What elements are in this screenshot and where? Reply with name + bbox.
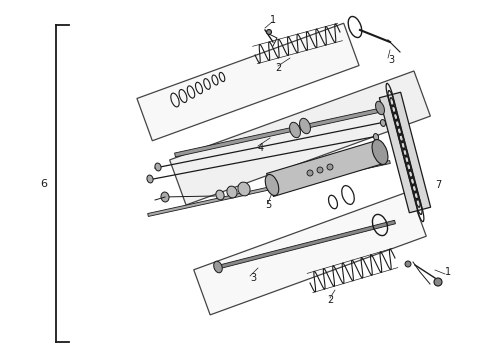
Ellipse shape [227, 186, 237, 198]
Text: 1: 1 [445, 267, 451, 277]
Text: 5: 5 [265, 200, 271, 210]
Ellipse shape [317, 167, 323, 173]
Text: 3: 3 [388, 55, 394, 65]
Ellipse shape [373, 134, 379, 140]
Ellipse shape [147, 175, 153, 183]
Text: 2: 2 [275, 63, 281, 73]
Ellipse shape [214, 261, 222, 273]
Ellipse shape [265, 175, 279, 195]
Text: 3: 3 [250, 273, 256, 283]
Polygon shape [194, 191, 426, 315]
Text: 7: 7 [435, 180, 441, 190]
Ellipse shape [155, 163, 161, 171]
Text: 1: 1 [270, 15, 276, 25]
Polygon shape [174, 106, 391, 157]
Ellipse shape [267, 30, 271, 35]
Ellipse shape [434, 278, 442, 286]
Text: 2: 2 [327, 295, 333, 305]
Ellipse shape [375, 101, 385, 115]
Polygon shape [215, 220, 395, 270]
Text: 6: 6 [41, 179, 48, 189]
Ellipse shape [216, 190, 224, 200]
Ellipse shape [238, 182, 250, 196]
Ellipse shape [380, 120, 386, 126]
Polygon shape [267, 140, 384, 197]
Ellipse shape [290, 122, 300, 138]
Polygon shape [137, 23, 359, 141]
Polygon shape [170, 71, 430, 205]
Ellipse shape [372, 140, 388, 165]
Text: 4: 4 [258, 143, 264, 153]
Ellipse shape [327, 164, 333, 170]
Ellipse shape [299, 118, 311, 134]
Polygon shape [147, 161, 391, 216]
Ellipse shape [161, 192, 169, 202]
Ellipse shape [307, 170, 313, 176]
Polygon shape [379, 92, 431, 213]
Ellipse shape [405, 261, 411, 267]
